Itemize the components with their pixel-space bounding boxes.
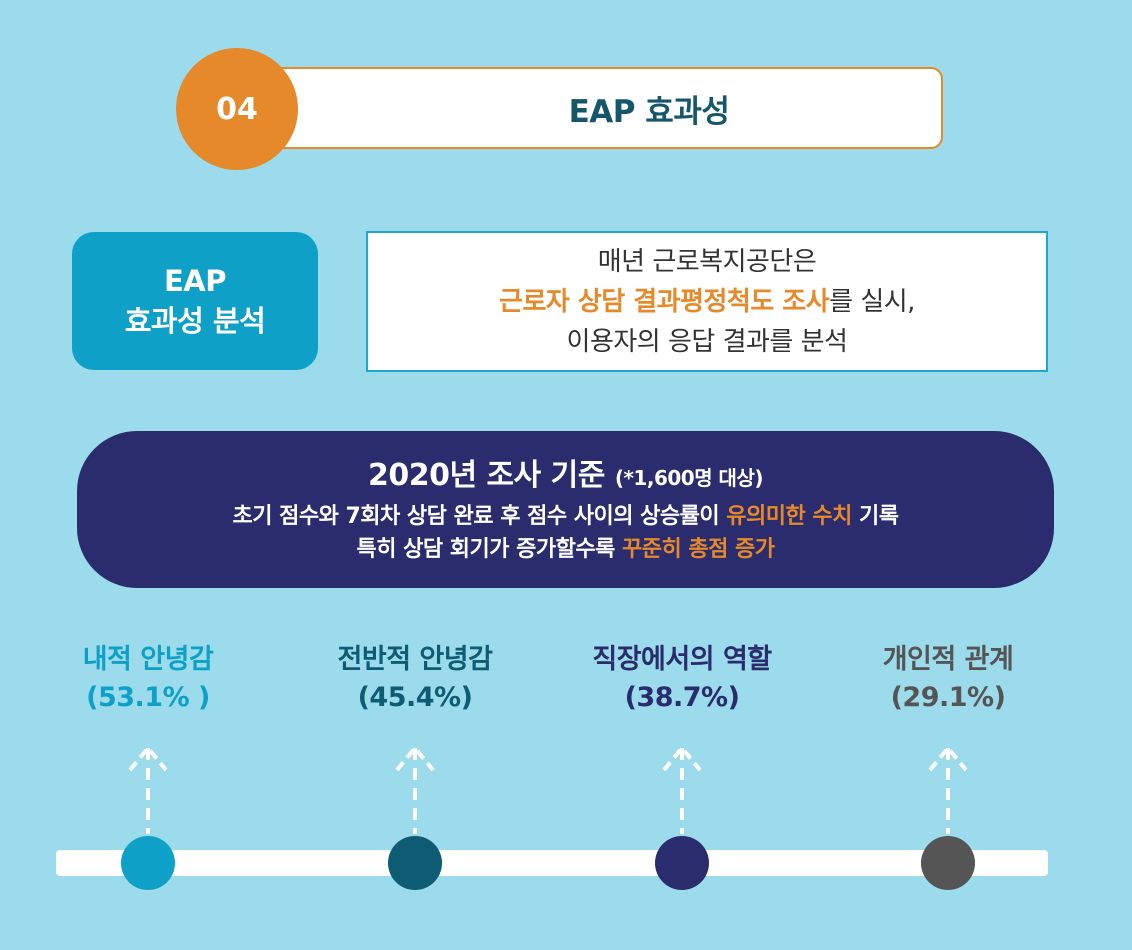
section-number: 04 [216,91,258,127]
survey-line1-text: 초기 점수와 7회차 상담 완료 후 점수 사이의 상승률이 [232,503,727,529]
analysis-label-box: EAP 효과성 분석 [72,232,318,370]
survey-note: (*1,600명 대상) [614,465,764,490]
dashed-up-arrow-icon [395,744,435,834]
dashed-up-arrow-icon [928,744,968,834]
survey-line2: 특히 상담 회기가 증가할수록 꾸준히 총점 증가 [356,533,775,566]
item-value: (45.4%) [357,682,473,713]
survey-title-row: 2020년 조사 기준 (*1,600명 대상) [367,454,764,500]
item-personal-relations: 개인적 관계 (29.1%) [808,640,1088,716]
dashed-up-arrow-icon [662,744,702,834]
survey-box: 2020년 조사 기준 (*1,600명 대상) 초기 점수와 7회차 상담 완… [77,431,1054,588]
survey-line1-end: 기록 [851,503,899,529]
dashed-up-arrow-icon [128,744,168,834]
timeline-dot-inner-wellbeing [121,836,175,890]
item-overall-wellbeing: 전반적 안녕감 (45.4%) [275,640,555,716]
survey-line1: 초기 점수와 7회차 상담 완료 후 점수 사이의 상승률이 유의미한 수치 기… [232,500,899,533]
survey-line2-text: 특히 상담 회기가 증가할수록 [356,536,623,562]
survey-line2-highlight: 꾸준히 총점 증가 [622,536,775,562]
section-header-bar: EAP 효과성 [235,67,943,149]
description-line1: 매년 근로복지공단은 [597,246,817,277]
timeline-dot-work-role [655,836,709,890]
description-line3: 이용자의 응답 결과를 분석 [566,326,848,357]
survey-line1-highlight: 유의미한 수치 [726,503,852,529]
analysis-label-line2: 효과성 분석 [124,304,266,338]
item-label: 직장에서의 역할 [592,644,772,675]
description-highlight: 근로자 상담 결과평정척도 조사 [499,286,830,317]
survey-title: 2020년 조사 기준 [367,457,605,493]
timeline-dot-overall-wellbeing [388,836,442,890]
description-box: 매년 근로복지공단은 근로자 상담 결과평정척도 조사를 실시, 이용자의 응답… [366,231,1048,372]
item-value: (38.7%) [624,682,740,713]
timeline-dot-personal-relations [921,836,975,890]
analysis-label-line1: EAP [163,264,227,298]
description-line2: 근로자 상담 결과평정척도 조사를 실시, [499,282,915,322]
item-value: (29.1%) [890,682,1006,713]
section-title: EAP 효과성 [568,93,730,130]
description-line2-rest: 를 실시, [829,286,915,317]
item-inner-wellbeing: 내적 안녕감 (53.1% ) [8,640,288,716]
timeline-bar [56,850,1048,876]
item-label: 내적 안녕감 [82,644,214,675]
item-value: (53.1% ) [86,682,210,713]
section-number-badge: 04 [176,48,298,170]
item-label: 전반적 안녕감 [337,644,493,675]
item-label: 개인적 관계 [882,644,1014,675]
item-work-role: 직장에서의 역할 (38.7%) [542,640,822,716]
